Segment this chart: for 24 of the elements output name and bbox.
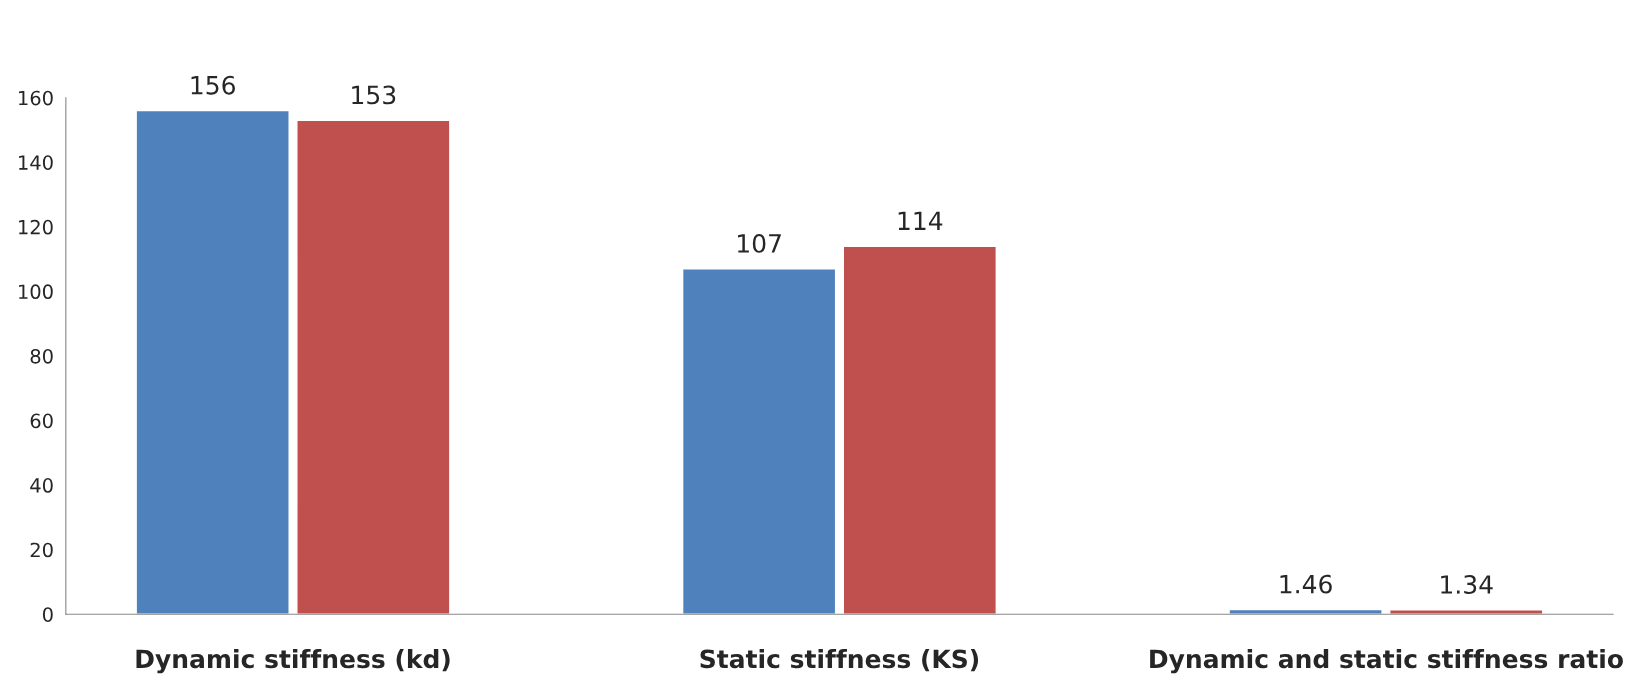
bar xyxy=(1389,609,1544,615)
y-tick-label: 100 xyxy=(19,284,53,300)
x-tick-label: Dynamic and static stiffness ratio xyxy=(1150,648,1623,674)
data-label: 156 xyxy=(191,75,235,95)
data-label: 1.34 xyxy=(1441,575,1493,594)
y-tick-label: 120 xyxy=(19,219,53,235)
bar xyxy=(135,109,290,615)
y-tick-label: 160 xyxy=(19,90,53,106)
x-tick-label: Static stiffness (KS) xyxy=(700,648,979,672)
x-tick-label: Dynamic stiffness (kd) xyxy=(136,648,450,674)
data-label: 107 xyxy=(738,233,781,253)
y-tick-label: 60 xyxy=(30,413,53,429)
y-tick-label: 40 xyxy=(30,478,53,493)
y-tick-label: 80 xyxy=(30,348,53,364)
bar xyxy=(842,245,997,615)
y-tick-label: 20 xyxy=(30,542,53,558)
data-label: 1.46 xyxy=(1280,574,1332,594)
y-tick-label: 0 xyxy=(42,607,53,622)
bar xyxy=(681,268,837,615)
data-label: 114 xyxy=(898,211,943,230)
y-tick-label: 140 xyxy=(19,155,53,170)
bar xyxy=(296,119,451,615)
data-label: 153 xyxy=(352,85,396,105)
bar xyxy=(1228,608,1383,615)
